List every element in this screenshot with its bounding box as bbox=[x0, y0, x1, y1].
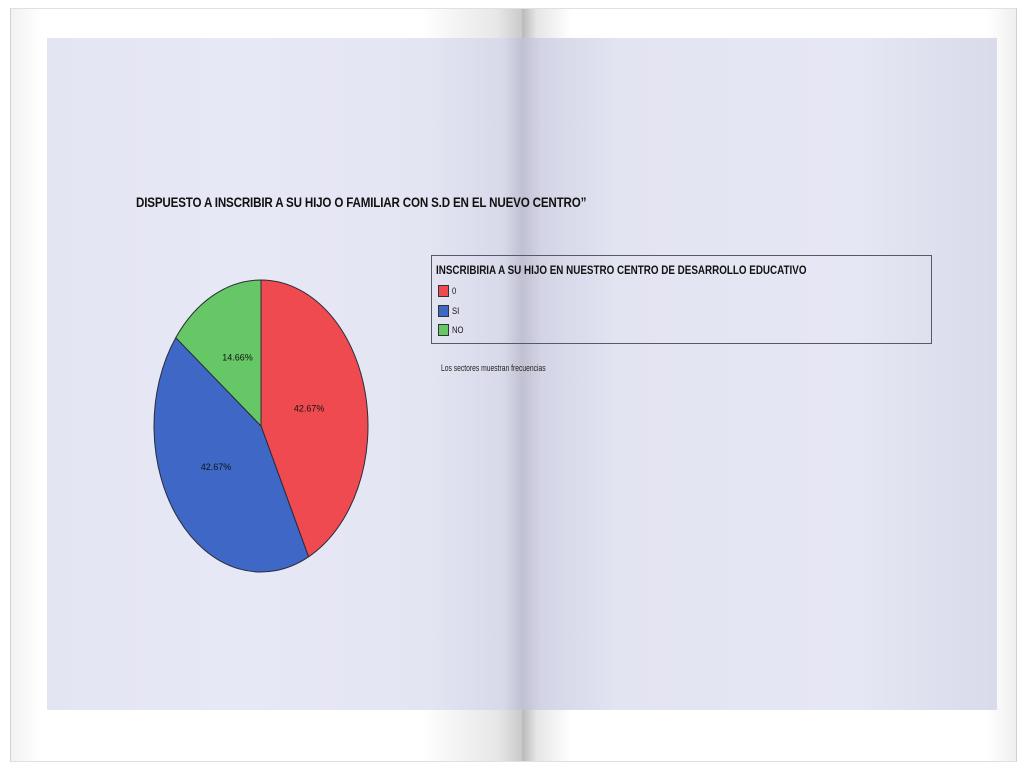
legend-title: INSCRIBIRIA A SU HIJO EN NUESTRO CENTRO … bbox=[436, 263, 807, 277]
slide-panel bbox=[47, 38, 997, 710]
legend-item-0: 0 bbox=[438, 285, 457, 297]
legend-label-0: 0 bbox=[452, 286, 457, 296]
legend-item-no: NO bbox=[438, 324, 466, 336]
chart-note: Los sectores muestran frecuencias bbox=[441, 363, 546, 373]
chart-legend: INSCRIBIRIA A SU HIJO EN NUESTRO CENTRO … bbox=[431, 255, 932, 344]
legend-swatch-0 bbox=[438, 285, 449, 297]
legend-swatch-no bbox=[438, 324, 449, 336]
legend-swatch-si bbox=[438, 305, 449, 317]
legend-label-si: SI bbox=[452, 306, 460, 316]
legend-item-si: SI bbox=[438, 305, 461, 317]
chart-title: DISPUESTO A INSCRIBIR A SU HIJO O FAMILI… bbox=[136, 195, 587, 210]
legend-label-no: NO bbox=[452, 325, 464, 335]
